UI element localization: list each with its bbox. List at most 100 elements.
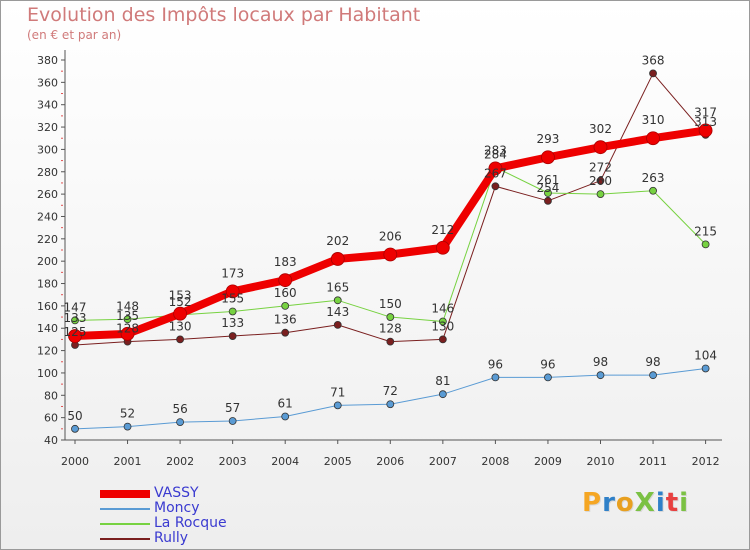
- data-point-vassy: [435, 240, 450, 255]
- data-point-vassy: [646, 131, 660, 146]
- data-point-moncy: [491, 373, 500, 382]
- data-label-vassy: 310: [642, 113, 665, 127]
- data-label-moncy: 98: [593, 355, 608, 369]
- data-point-la-rocque: [333, 296, 342, 305]
- x-tick-label: 2006: [376, 455, 404, 468]
- data-label-la-rocque: 148: [116, 299, 139, 313]
- legend-swatch-la-rocque: [100, 523, 150, 525]
- y-tick-label: 240: [37, 210, 58, 223]
- y-tick-label: 100: [37, 367, 58, 380]
- y-tick-label: 80: [44, 389, 58, 402]
- data-label-rully: 130: [169, 319, 192, 333]
- data-point-vassy: [278, 273, 293, 288]
- data-label-la-rocque: 261: [536, 173, 559, 187]
- proxiti-logo: ProXiti: [582, 488, 689, 518]
- data-point-rully: [176, 335, 185, 344]
- x-tick-label: 2002: [166, 455, 194, 468]
- data-label-moncy: 96: [488, 357, 503, 371]
- y-tick-label: 160: [37, 300, 58, 313]
- data-label-moncy: 56: [172, 402, 187, 416]
- y-tick-label: 140: [37, 322, 58, 335]
- logo-letter: r: [602, 488, 616, 518]
- data-point-vassy: [120, 326, 135, 341]
- data-label-rully: 368: [642, 53, 665, 67]
- y-tick-label: 280: [37, 166, 58, 179]
- data-label-la-rocque: 155: [221, 291, 244, 305]
- data-label-la-rocque: 152: [169, 295, 192, 309]
- data-label-la-rocque: 263: [642, 171, 665, 185]
- data-label-moncy: 57: [225, 401, 240, 415]
- data-point-vassy: [488, 161, 503, 176]
- data-label-vassy: 202: [326, 234, 349, 248]
- data-point-la-rocque: [281, 301, 290, 310]
- data-label-vassy: 206: [379, 229, 402, 243]
- data-point-rully: [281, 328, 290, 337]
- y-tick-label: 40: [44, 434, 58, 447]
- y-tick-label: 120: [37, 345, 58, 358]
- data-label-moncy: 71: [330, 385, 345, 399]
- data-point-moncy: [649, 371, 657, 380]
- y-tick-label: 360: [37, 76, 58, 89]
- data-label-vassy: 317: [694, 105, 717, 119]
- x-tick-label: 2010: [587, 455, 615, 468]
- data-label-la-rocque: 146: [431, 302, 454, 316]
- legend-label-la-rocque: La Rocque: [154, 515, 227, 531]
- data-point-la-rocque: [71, 316, 79, 325]
- data-label-rully: 272: [589, 161, 612, 175]
- data-label-moncy: 81: [435, 374, 450, 388]
- x-tick-label: 2001: [114, 455, 142, 468]
- data-label-vassy: 153: [169, 289, 192, 303]
- data-point-moncy: [176, 418, 185, 427]
- data-label-rully: 313: [694, 115, 717, 129]
- data-label-la-rocque: 147: [64, 300, 87, 314]
- data-label-vassy: 302: [589, 122, 612, 136]
- data-label-vassy: 173: [221, 266, 244, 280]
- data-point-la-rocque: [438, 317, 447, 326]
- data-label-la-rocque: 165: [326, 280, 349, 294]
- data-point-moncy: [544, 373, 552, 382]
- x-tick-label: 2007: [429, 455, 457, 468]
- data-point-vassy: [541, 150, 555, 165]
- data-point-vassy: [330, 252, 345, 266]
- x-tick-label: 2004: [271, 455, 299, 468]
- data-point-vassy: [225, 284, 240, 299]
- data-point-moncy: [386, 400, 395, 409]
- data-label-rully: 267: [484, 166, 507, 180]
- legend-swatch-rully: [100, 538, 150, 540]
- legend-label-vassy: VASSY: [154, 485, 199, 501]
- x-tick-label: 2011: [639, 455, 667, 468]
- data-point-la-rocque: [544, 189, 552, 197]
- data-point-rully: [333, 320, 342, 329]
- x-tick-label: 2000: [61, 455, 89, 468]
- data-point-rully: [544, 196, 552, 205]
- data-point-moncy: [228, 417, 237, 425]
- data-label-rully: 130: [431, 319, 454, 333]
- data-label-vassy: 212: [431, 223, 454, 237]
- legend-item-moncy: Moncy: [100, 500, 300, 516]
- data-point-rully: [386, 337, 395, 346]
- data-point-vassy: [698, 123, 713, 138]
- y-tick-label: 340: [37, 99, 58, 112]
- data-point-moncy: [438, 390, 447, 399]
- data-label-la-rocque: 260: [589, 174, 612, 188]
- logo-letter: i: [655, 488, 666, 518]
- data-point-rully: [228, 332, 237, 340]
- data-label-rully: 133: [221, 316, 244, 330]
- y-tick-label: 220: [37, 233, 58, 246]
- logo-letter: t: [665, 488, 680, 518]
- data-label-moncy: 72: [383, 384, 398, 398]
- data-label-rully: 136: [274, 313, 297, 327]
- data-label-moncy: 104: [694, 348, 717, 362]
- legend-label-moncy: Moncy: [154, 500, 200, 516]
- legend-swatch-vassy: [100, 490, 150, 498]
- y-tick-label: 320: [37, 121, 58, 134]
- legend-item-vassy: VASSY: [100, 485, 300, 501]
- data-point-la-rocque: [386, 313, 395, 321]
- data-point-rully: [438, 335, 447, 344]
- y-tick-label: 180: [37, 278, 58, 291]
- data-point-rully: [491, 182, 500, 191]
- data-point-rully: [596, 176, 605, 185]
- data-label-moncy: 61: [278, 397, 293, 411]
- data-point-la-rocque: [123, 315, 132, 324]
- data-point-vassy: [593, 140, 608, 155]
